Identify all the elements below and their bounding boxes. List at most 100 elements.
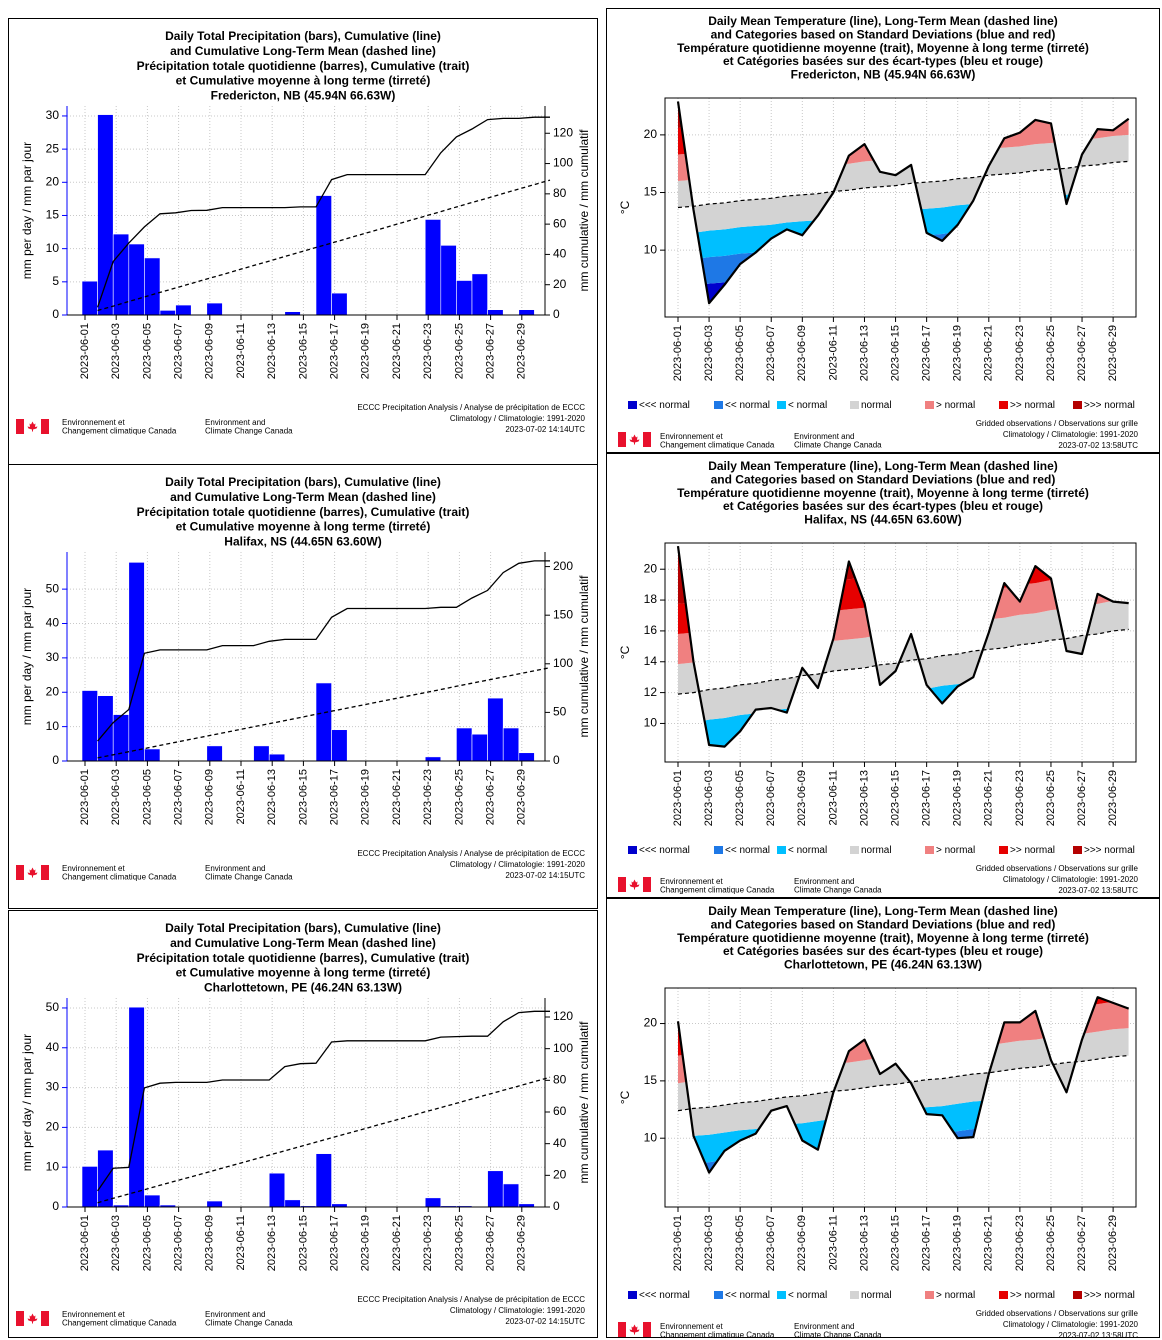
agency-en: Climate Change Canada bbox=[205, 873, 293, 882]
chart-title: Charlottetown, PE (46.24N 63.13W) bbox=[784, 957, 982, 971]
legend-label: >>> normal bbox=[1084, 400, 1135, 411]
y2-tick-label: 100 bbox=[553, 656, 573, 670]
chart-panel: Daily Total Precipitation (bars), Cumula… bbox=[8, 464, 598, 909]
cumulative-line bbox=[96, 116, 550, 308]
footer-note: ECCC Precipitation Analysis / Analyse de… bbox=[357, 849, 585, 858]
chart-title: et Catégories basées sur des écart-types… bbox=[723, 944, 1043, 958]
x-tick-label: 2023-06-05 bbox=[141, 323, 153, 379]
bar bbox=[97, 695, 114, 762]
x-tick-label: 2023-06-23 bbox=[1014, 770, 1026, 826]
chart-title: et Catégories basées sur des écart-types… bbox=[723, 54, 1043, 68]
footer-note: 2023-07-02 13:58UTC bbox=[1058, 441, 1138, 450]
y2-tick-label: 120 bbox=[553, 1009, 573, 1023]
x-tick-label: 2023-06-23 bbox=[1014, 325, 1026, 381]
bar bbox=[268, 753, 286, 762]
x-tick-label: 2023-06-15 bbox=[297, 769, 309, 825]
legend-swatch bbox=[628, 846, 637, 854]
agency-fr: Changement climatique Canada bbox=[660, 441, 775, 450]
x-tick-label: 2023-06-23 bbox=[422, 769, 434, 825]
chart-title: Daily Mean Temperature (line), Long-Term… bbox=[708, 459, 1058, 473]
x-tick-label: 2023-06-21 bbox=[983, 770, 995, 826]
agency-fr: Changement climatique Canada bbox=[62, 427, 177, 436]
y-axis-title: mm per day / mm par jour bbox=[20, 1034, 34, 1171]
x-tick-label: 2023-06-01 bbox=[79, 1215, 91, 1271]
y-tick-label: 10 bbox=[46, 241, 60, 255]
footer-note: Climatology / Climatologie: 1991-2020 bbox=[450, 1306, 586, 1315]
y-tick-label: 10 bbox=[46, 1159, 60, 1173]
x-tick-label: 2023-06-21 bbox=[983, 325, 995, 381]
x-tick-label: 2023-06-17 bbox=[329, 769, 341, 825]
legend-label: >> normal bbox=[1010, 1290, 1055, 1301]
x-tick-label: 2023-06-11 bbox=[235, 323, 247, 378]
x-tick-label: 2023-06-17 bbox=[329, 1215, 341, 1271]
y-tick-label: 0 bbox=[52, 753, 59, 767]
x-tick-label: 2023-06-07 bbox=[765, 770, 777, 826]
legend-label: > normal bbox=[936, 400, 975, 411]
x-tick-label: 2023-06-03 bbox=[110, 1215, 122, 1271]
footer-note: Climatology / Climatologie: 1991-2020 bbox=[1003, 875, 1139, 884]
chart-title: et Cumulative moyenne à long terme (tirr… bbox=[176, 966, 431, 980]
legend-swatch bbox=[1073, 846, 1082, 854]
agency-fr: Environnement et bbox=[62, 418, 125, 427]
y2-tick-label: 100 bbox=[553, 156, 573, 170]
y-tick-label: 15 bbox=[644, 185, 658, 199]
y-tick-label: 18 bbox=[644, 592, 658, 606]
footer-note: Climatology / Climatologie: 1991-2020 bbox=[450, 860, 586, 869]
y-tick-label: 20 bbox=[644, 1016, 658, 1030]
x-tick-label: 2023-06-29 bbox=[1107, 325, 1119, 381]
x-tick-label: 2023-06-25 bbox=[453, 1215, 465, 1271]
bar bbox=[331, 729, 348, 762]
agency-en: Environment and bbox=[794, 1322, 854, 1331]
footer-note: ECCC Precipitation Analysis / Analyse de… bbox=[357, 403, 585, 412]
legend-label: > normal bbox=[936, 1290, 975, 1301]
y-tick-label: 20 bbox=[644, 127, 658, 141]
agency-en: Environment and bbox=[205, 1310, 265, 1319]
cumulative-line bbox=[97, 1010, 550, 1192]
footer-note: 2023-07-02 14:15UTC bbox=[505, 1317, 585, 1326]
legend-swatch bbox=[925, 401, 934, 409]
agency-en: Environment and bbox=[205, 418, 265, 427]
legend-swatch bbox=[850, 1291, 859, 1299]
y-tick-label: 12 bbox=[644, 685, 658, 699]
plot-frame bbox=[664, 542, 1137, 763]
legend-swatch bbox=[628, 1291, 637, 1299]
chart-title: Fredericton, NB (45.94N 66.63W) bbox=[211, 88, 396, 102]
legend-label: >>> normal bbox=[1084, 1290, 1135, 1301]
long-term-mean-line bbox=[677, 628, 1129, 695]
bar bbox=[518, 752, 535, 762]
footer-note: Climatology / Climatologie: 1991-2020 bbox=[450, 414, 586, 423]
x-tick-label: 2023-06-21 bbox=[391, 323, 403, 379]
x-tick-label: 2023-06-23 bbox=[422, 1215, 434, 1271]
bar bbox=[440, 245, 457, 316]
plot-area bbox=[67, 998, 545, 1207]
legend-label: << normal bbox=[725, 845, 770, 856]
y-axis-title: mm per day / mm par jour bbox=[20, 142, 34, 279]
temperature-line bbox=[676, 996, 1130, 1174]
logo-flag bbox=[16, 419, 49, 434]
x-tick-label: 2023-06-19 bbox=[952, 770, 964, 826]
agency-fr: Environnement et bbox=[660, 1322, 723, 1331]
legend-label: < normal bbox=[788, 1290, 827, 1301]
legend-label: >> normal bbox=[1010, 845, 1055, 856]
bar bbox=[144, 1194, 161, 1208]
legend-swatch bbox=[999, 1291, 1008, 1299]
plot-frame bbox=[664, 97, 1137, 318]
x-tick-label: 2023-06-01 bbox=[672, 325, 684, 381]
x-tick-label: 2023-06-29 bbox=[516, 1215, 528, 1271]
x-tick-label: 2023-06-05 bbox=[141, 769, 153, 825]
x-tick-label: 2023-06-07 bbox=[765, 325, 777, 381]
y-tick-label: 20 bbox=[46, 1120, 60, 1134]
bar bbox=[284, 1199, 301, 1208]
x-tick-label: 2023-06-03 bbox=[703, 1215, 715, 1271]
x-tick-label: 2023-06-15 bbox=[889, 1215, 901, 1271]
x-tick-label: 2023-06-13 bbox=[266, 1215, 278, 1271]
cumulative-line bbox=[97, 560, 550, 742]
chart-title: Précipitation totale quotidienne (barres… bbox=[137, 505, 470, 519]
y-tick-label: 40 bbox=[46, 1040, 60, 1054]
agency-en: Climate Change Canada bbox=[794, 441, 882, 450]
y2-tick-label: 0 bbox=[553, 1199, 560, 1213]
bar bbox=[471, 273, 488, 316]
bar bbox=[424, 1197, 442, 1208]
y-tick-label: 14 bbox=[644, 654, 658, 668]
agency-en: Climate Change Canada bbox=[794, 886, 882, 895]
